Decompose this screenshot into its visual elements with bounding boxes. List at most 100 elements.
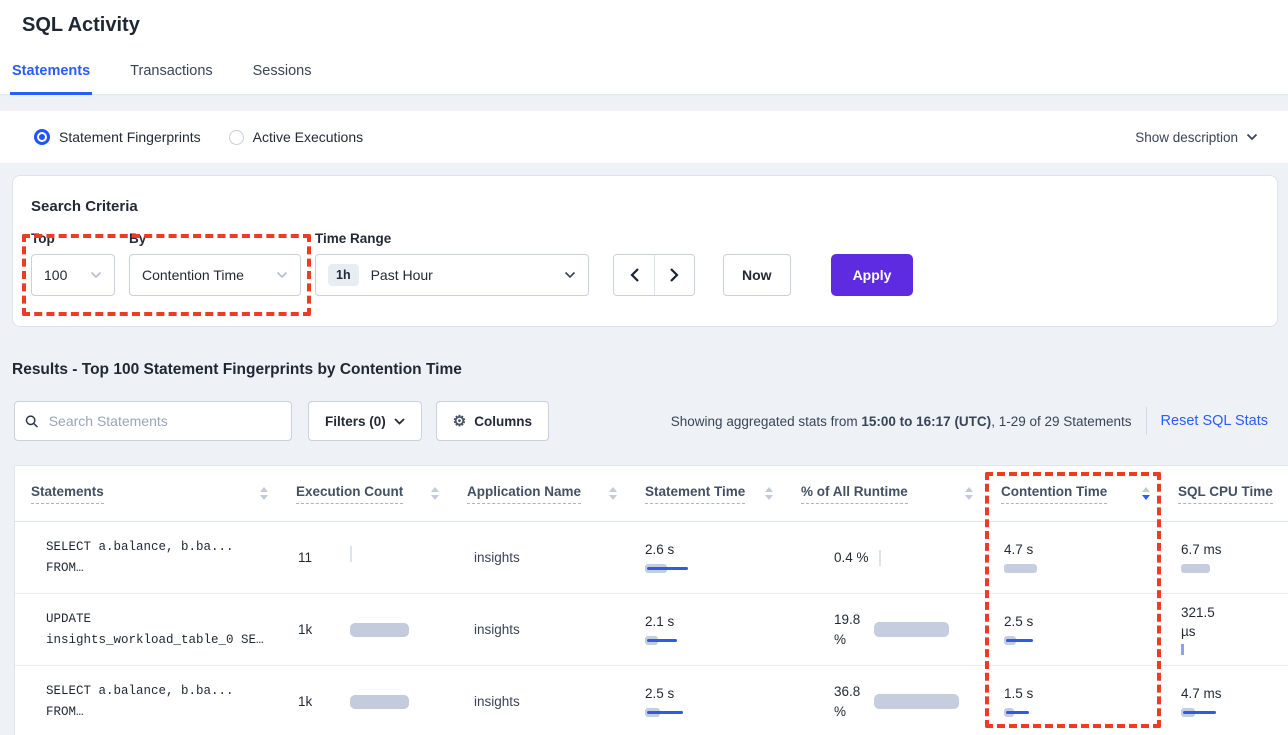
search-criteria-panel: Search Criteria Top 100 By Contention Ti… <box>12 175 1278 327</box>
tab-sessions[interactable]: Sessions <box>252 63 312 79</box>
column-header-contention-time[interactable]: Contention Time <box>1001 484 1178 504</box>
execution-count-bar <box>350 622 420 638</box>
bar-line <box>647 711 683 714</box>
column-header-application-name[interactable]: Application Name <box>467 484 645 504</box>
column-header-execution-count[interactable]: Execution Count <box>296 484 467 504</box>
runtime-pct-cell: 0.4 % <box>801 549 1001 566</box>
metric-value: 4.7 ms <box>1181 686 1222 701</box>
sort-icon[interactable] <box>765 487 773 500</box>
statement-time-cell-bar <box>645 564 785 573</box>
table-row[interactable]: SELECT a.balance, b.ba... FROM… 11 insights… <box>15 522 1288 594</box>
sort-icon[interactable] <box>431 487 439 500</box>
next-time-button[interactable] <box>654 255 694 295</box>
columns-button[interactable]: ⚙ Columns <box>435 401 549 441</box>
apply-button[interactable]: Apply <box>830 254 914 296</box>
statement-text[interactable]: SELECT a.balance, b.ba... FROM… <box>46 539 234 575</box>
chevron-down-icon <box>394 417 405 425</box>
statement-time-cell: 2.5 s <box>645 686 801 717</box>
table-row[interactable]: UPDATE insights_workload_table_0 SE… 1k ins… <box>15 594 1288 666</box>
radio-option-statement-fingerprints[interactable]: Statement Fingerprints <box>34 129 201 145</box>
tab-statements[interactable]: Statements <box>10 63 93 95</box>
top-select-value: 100 <box>44 267 68 283</box>
radio-selected-icon[interactable] <box>34 129 50 145</box>
metric-unit: µs <box>1181 623 1196 639</box>
time-range-value: Past Hour <box>370 267 433 283</box>
previous-time-button[interactable] <box>614 255 654 295</box>
metric-value: 1.5 s <box>1004 686 1034 701</box>
metric-value: 2.1 s <box>645 614 675 629</box>
statement-time-cell-bar <box>645 636 785 645</box>
chevron-left-icon <box>629 268 639 282</box>
by-select-value: Contention Time <box>142 267 244 283</box>
sql-cpu-time-cell: 6.7 ms <box>1178 542 1288 573</box>
execution-count-value: 11 <box>298 550 313 565</box>
execution-count-cell: 11 <box>296 545 467 566</box>
view-toggle-bar: Statement Fingerprints Active Executions … <box>0 111 1288 163</box>
bar-gray <box>350 694 410 709</box>
time-range-nav <box>613 254 695 296</box>
table-header-row: Statements Execution Count Application Nam… <box>15 466 1288 522</box>
application-name-value: insights <box>474 694 520 709</box>
runtime-pct-cell: 19.8% <box>801 610 1001 650</box>
radio-label: Statement Fingerprints <box>59 129 201 145</box>
radio-unselected-icon[interactable] <box>228 129 244 145</box>
by-label: By <box>129 231 147 246</box>
column-header-label: Execution Count <box>296 484 404 504</box>
metric-value: 36.8% <box>834 683 861 719</box>
column-header-statements[interactable]: Statements <box>31 484 296 504</box>
filters-button[interactable]: Filters (0) <box>308 401 422 441</box>
sort-icon[interactable] <box>1142 487 1150 500</box>
metric-value: 2.5 s <box>645 686 675 701</box>
top-select[interactable]: 100 <box>31 254 115 296</box>
chevron-down-icon <box>564 271 576 279</box>
execution-count-value: 1k <box>298 622 313 637</box>
chevron-down-icon <box>1246 133 1258 141</box>
bar-line <box>1006 639 1033 642</box>
showing-stats-text: Showing aggregated stats from 15:00 to 1… <box>670 413 1132 429</box>
show-description-toggle[interactable]: Show description <box>1135 130 1258 145</box>
contention-time-cell-bar <box>1004 564 1161 573</box>
radio-option-active-executions[interactable]: Active Executions <box>228 129 363 145</box>
statement-text[interactable]: SELECT a.balance, b.ba... FROM… <box>46 683 234 719</box>
contention-time-cell: 1.5 s <box>1001 686 1178 717</box>
bar-gray <box>1181 564 1210 573</box>
time-range-select[interactable]: 1h Past Hour <box>315 254 589 296</box>
time-range-label: Time Range <box>315 231 392 246</box>
by-select[interactable]: Contention Time <box>129 254 301 296</box>
chevron-down-icon <box>90 271 102 279</box>
sort-icon[interactable] <box>965 487 973 500</box>
table-body: SELECT a.balance, b.ba... FROM… 11 insights… <box>15 522 1288 735</box>
bar-line <box>647 567 688 570</box>
sort-icon[interactable] <box>609 487 617 500</box>
column-header-label: Statements <box>31 484 104 504</box>
search-statements-input[interactable] <box>46 412 281 430</box>
now-button[interactable]: Now <box>723 254 791 296</box>
execution-count-bar <box>350 694 420 710</box>
sort-icon[interactable] <box>260 487 268 500</box>
column-header-label: Application Name <box>467 484 582 504</box>
tick-mark <box>350 545 353 562</box>
metric-value: 321.5 <box>1181 604 1215 620</box>
tab-bar: Statements Transactions Sessions <box>0 63 1288 95</box>
execution-count-cell: 1k <box>296 694 467 710</box>
statements-table: Statements Execution Count Application Nam… <box>14 465 1288 735</box>
filters-label: Filters (0) <box>325 413 386 429</box>
tab-transactions[interactable]: Transactions <box>130 63 213 79</box>
bar-gray <box>874 622 950 637</box>
vertical-divider <box>1145 407 1147 435</box>
table-row[interactable]: SELECT a.balance, b.ba... FROM… 1k insights… <box>15 666 1288 735</box>
sql-cpu-time-cell: 4.7 ms <box>1178 686 1288 717</box>
column-header-of-all-runtime[interactable]: % of All Runtime <box>801 484 1001 504</box>
sql-cpu-time-cell-bar <box>1181 643 1277 655</box>
column-header-sql-cpu-time[interactable]: SQL CPU Time <box>1178 484 1288 504</box>
reset-sql-stats-link[interactable]: Reset SQL Stats <box>1160 413 1268 429</box>
column-header-label: % of All Runtime <box>801 484 908 504</box>
column-header-label: Statement Time <box>645 484 746 504</box>
execution-count-bar <box>350 545 420 566</box>
page-title: SQL Activity <box>22 14 140 36</box>
statement-text[interactable]: UPDATE insights_workload_table_0 SE… <box>46 611 264 647</box>
column-header-statement-time[interactable]: Statement Time <box>645 484 801 504</box>
metric-value: 2.6 s <box>645 542 675 557</box>
application-name-value: insights <box>474 550 520 565</box>
statement-time-cell: 2.1 s <box>645 614 801 645</box>
